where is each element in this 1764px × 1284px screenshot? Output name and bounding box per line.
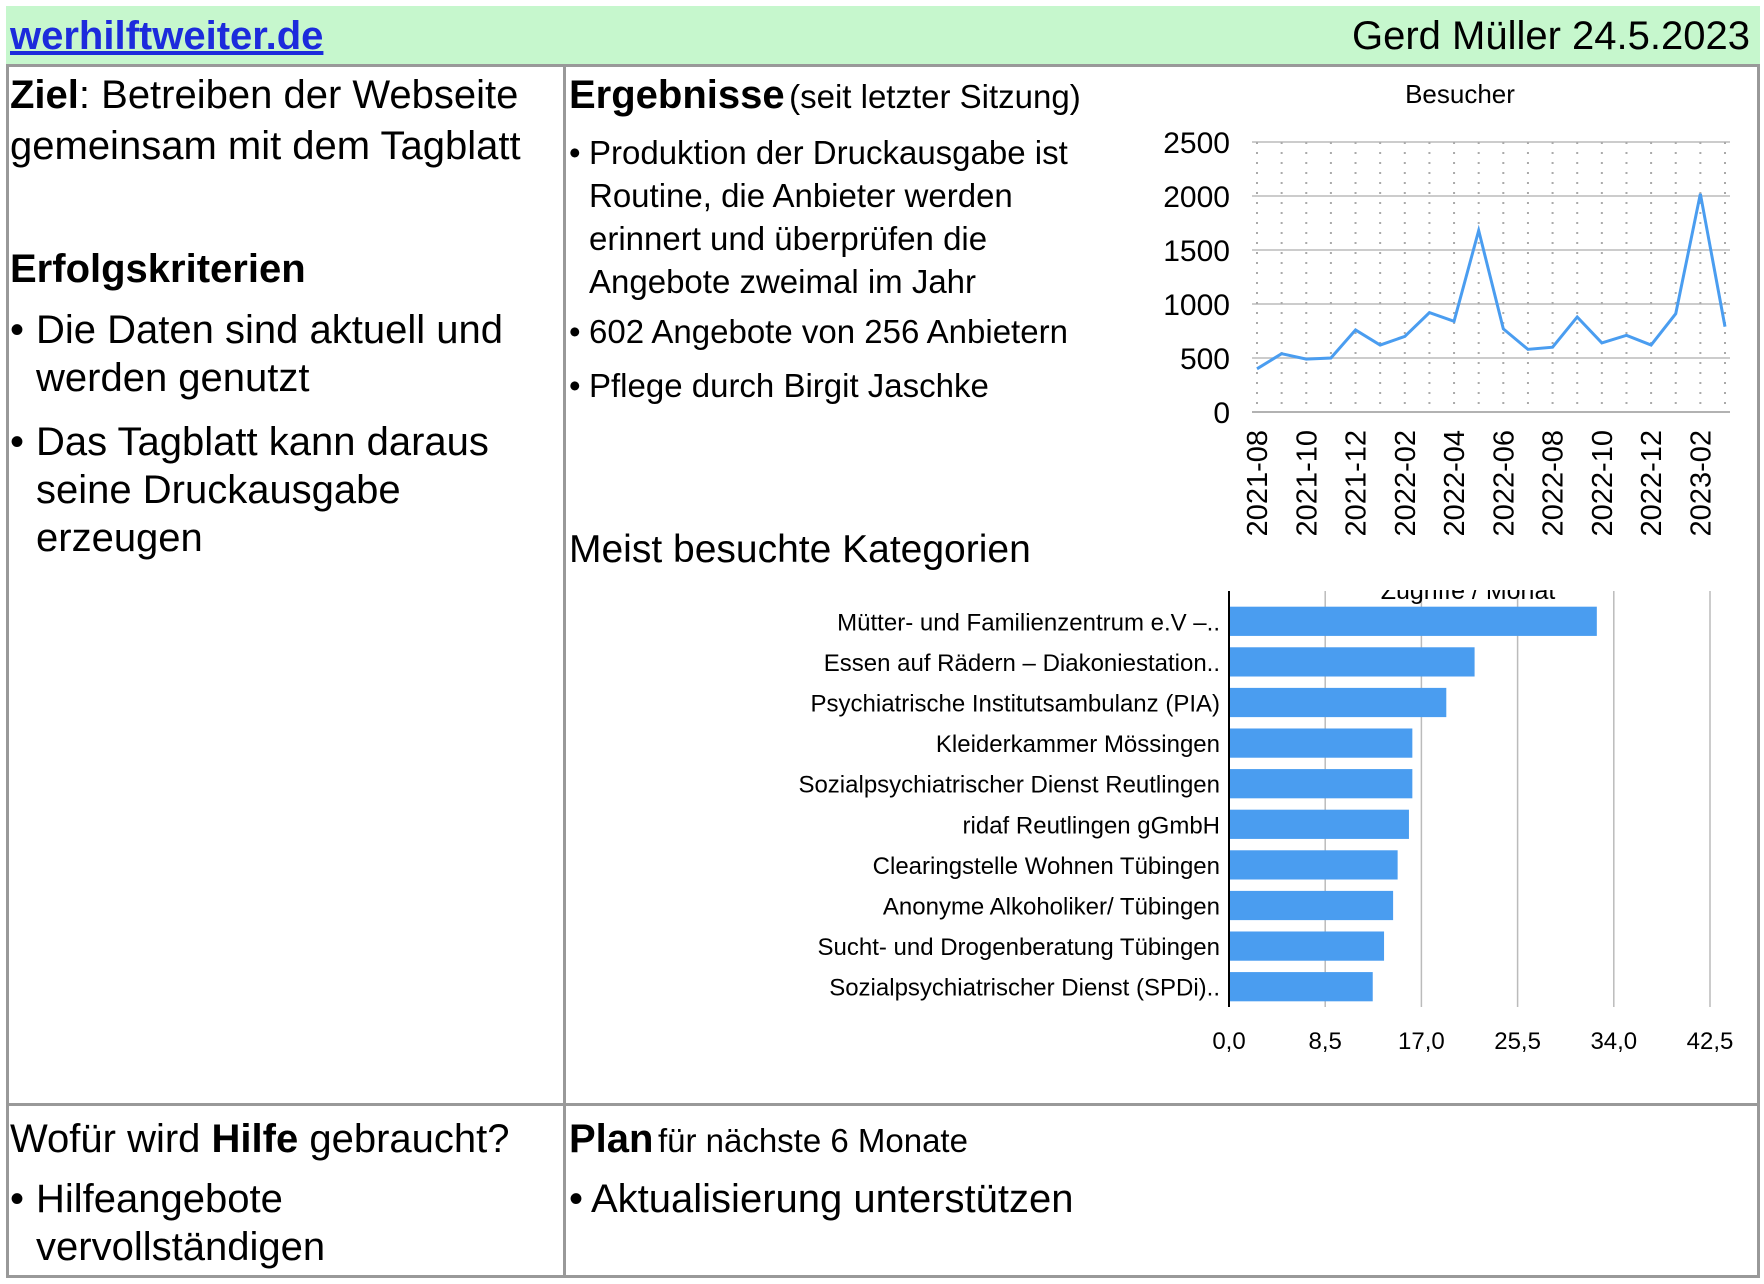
x-tick-label: 2022-08 [1538,430,1570,536]
category-label: ridaf Reutlingen gGmbH [963,812,1220,839]
author-date: Gerd Müller 24.5.2023 [1351,14,1750,58]
plan-heading-row: Plan für nächste 6 Monate [569,1115,968,1163]
x-tick-label: 8,5 [1309,1028,1342,1055]
x-tick-label: 2021-08 [1242,430,1274,536]
plan-heading: Plan [569,1117,654,1161]
category-label: Clearingstelle Wohnen Tübingen [873,853,1220,880]
plan-item: • Aktualisierung unterstützen [569,1177,1074,1221]
category-label: Sozialpsychiatrischer Dienst Reutlingen [798,772,1220,799]
bar [1229,850,1398,880]
bar [1229,769,1413,799]
y-tick-label: 1000 [1163,289,1230,322]
goal-line2: gemeinsam mit dem Tagblatt [10,124,521,168]
x-tick-label: 2022-04 [1439,430,1471,536]
x-tick-label: 2022-10 [1587,430,1619,536]
x-tick-label: 2022-02 [1390,430,1422,536]
category-label: Kleiderkammer Mössingen [936,731,1220,758]
categories-heading: Meist besuchte Kategorien [569,528,1031,571]
bar [1229,687,1447,718]
x-tick-label: 2021-12 [1341,430,1373,536]
help-item: • Hilfeangebote vervollständigen [10,1177,326,1269]
goal-label: Ziel [10,73,79,117]
criteria-item: • Das Tagblatt kann daraus seine Druckaus… [10,420,489,560]
bar [1229,890,1394,921]
category-labels: Mütter- und Familienzentrum e.V –.. Essen… [798,609,1220,1001]
results-subheading: (seit letzter Sitzung) [789,78,1081,115]
y-tick-label: 2500 [1163,127,1230,160]
plan-subheading: für nächste 6 Monate [657,1122,968,1159]
results-heading-row: Ergebnisse (seit letzter Sitzung) [569,71,1081,119]
y-tick-label: 500 [1180,343,1230,376]
x-tick-label: 25,5 [1494,1028,1541,1055]
category-label: Anonyme Alkoholiker/ Tübingen [883,894,1220,921]
visitors-series-line [1256,193,1727,371]
x-tick-label: 2022-12 [1636,430,1668,536]
chart-title: Zugriffe / Monat [1381,590,1556,605]
frame-bottom [6,1275,1760,1278]
goal-line1: Ziel: Betreiben der Webseite [10,73,519,117]
category-label: Sucht- und Drogenberatung Tübingen [817,934,1220,961]
x-tick-label: 0,0 [1212,1028,1245,1055]
results-heading: Ergebnisse [569,73,785,117]
y-tick-label: 1500 [1163,235,1230,268]
x-tick-label: 2023-02 [1685,430,1717,536]
x-tick-label: 42,5 [1687,1028,1734,1055]
frame-right [1757,64,1760,1278]
help-heading: Wofür wird Hilfe gebraucht? [10,1117,510,1161]
results-item: • 602 Angebote von 256 Anbietern [569,313,1068,350]
bar [1229,728,1413,758]
x-tick-label: 2022-06 [1488,430,1520,536]
header-bar [6,6,1760,64]
column-divider [563,64,566,1278]
results-item: • Pflege durch Birgit Jaschke [569,367,989,404]
success-criteria-heading: Erfolgskriterien [10,247,306,291]
frame-top [6,64,1760,67]
chart-title: Besucher [1405,79,1515,109]
results-item: • Produktion der Druckausgabe ist Routine… [569,134,1068,300]
category-label: Essen auf Rädern – Diakoniestation.. [824,650,1220,677]
x-tick-label: 17,0 [1398,1028,1445,1055]
frame-divider [6,1103,1760,1106]
site-link[interactable]: werhilftweiter.de [10,14,324,58]
x-axis: 0,0 8,5 17,0 25,5 34,0 42,5 [1212,1028,1733,1055]
bar [1229,931,1385,961]
y-axis: 0 500 1000 1500 2000 2500 [1163,127,1230,430]
category-label: Psychiatrische Institutsambulanz (PIA) [811,691,1221,718]
category-label: Sozialpsychiatrischer Dienst (SPDi).. [829,975,1220,1002]
bar [1229,972,1373,1002]
bars [1229,606,1597,1002]
y-tick-label: 0 [1213,397,1230,430]
bar [1229,647,1475,677]
bar [1229,809,1409,839]
y-tick-label: 2000 [1163,181,1230,214]
categories-bar-chart: Mütter- und Familienzentrum e.V –.. Essen… [798,590,1733,1055]
criteria-item: • Die Daten sind aktuell und werden genut… [10,308,503,400]
category-label: Mütter- und Familienzentrum e.V –.. [837,609,1220,636]
bar [1229,606,1597,636]
x-axis: 2021-08 2021-10 2021-12 2022-02 2022-04 2022-… [1242,430,1717,536]
frame-left [6,64,9,1278]
x-tick-label: 34,0 [1590,1028,1637,1055]
x-tick-label: 2021-10 [1291,430,1323,536]
